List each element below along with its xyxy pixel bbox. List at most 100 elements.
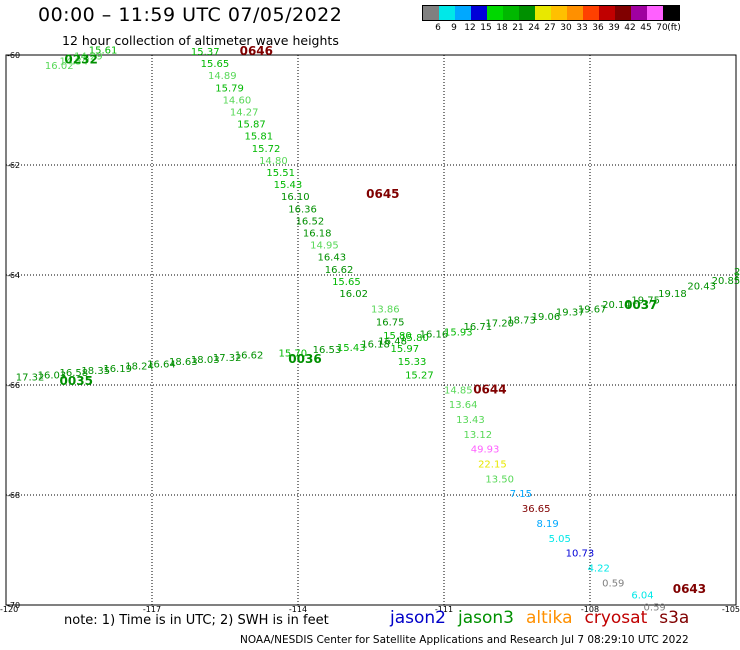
lon-tick-label: -114 (289, 605, 307, 614)
legend-bin-label: 15 (480, 23, 492, 33)
swh-value: 13.43 (456, 415, 485, 426)
swh-value: 15.43 (274, 180, 303, 191)
swh-value: 14.34 (60, 56, 89, 67)
swh-value: 15.61 (89, 45, 118, 56)
satellite-legend: jason2 jason3 altika cryosat s3a (390, 608, 701, 628)
swh-value: 14.95 (310, 241, 339, 252)
swh-value: 16.48 (378, 336, 407, 347)
swh-value: 20.14 (602, 300, 631, 311)
legend-swatch (535, 6, 551, 20)
legend-bin-label: 36 (592, 23, 604, 33)
swh-value: 0.59 (602, 578, 624, 589)
lon-tick-label: -105 (722, 605, 740, 614)
swh-value: 15.80 (383, 331, 412, 342)
swh-value: 19.75 (631, 296, 660, 307)
legend-swatch (615, 6, 631, 20)
legend-swatch (455, 6, 471, 20)
satellite-cryosat: cryosat (584, 608, 648, 628)
legend-bin-label: 21 (512, 23, 524, 33)
swh-value: 15.72 (252, 144, 281, 155)
swh-value: 15.43 (337, 343, 366, 354)
swh-value: 15.80 (400, 333, 429, 344)
legend-swatch (647, 6, 663, 20)
swh-value: 14.60 (223, 95, 252, 106)
lat-tick-label: -64 (7, 271, 20, 280)
swh-value: 15.79 (215, 83, 244, 94)
legend-swatch (519, 6, 535, 20)
legend-bin-label: 42 (624, 23, 636, 33)
swh-value: 13.64 (449, 400, 478, 411)
pass-time-label: 0232 (64, 52, 97, 66)
swh-value: 16.62 (235, 351, 264, 362)
satellite-jason3: jason3 (458, 608, 514, 628)
swh-value: 22.15 (478, 460, 507, 471)
swh-value: 18.24 (125, 362, 154, 373)
legend-swatch (551, 6, 567, 20)
swh-value: 14.80 (259, 156, 288, 167)
swh-value: 16.36 (288, 204, 317, 215)
swh-value: 16.18 (361, 340, 390, 351)
swh-value: 18.35 (81, 366, 110, 377)
swh-value: 15.65 (332, 277, 361, 288)
track-t6: 17.3216.0316.5818.3516.1918.2416.6418.63… (16, 351, 264, 388)
swh-value: 15.81 (244, 132, 273, 143)
swh-value: 16.43 (317, 253, 346, 264)
swh-value: 7.15 (510, 489, 532, 500)
swh-value: 16.19 (103, 364, 132, 375)
swh-value: 17.32 (16, 373, 45, 384)
swh-value: 18.03 (191, 355, 220, 366)
swh-value: 16.52 (296, 216, 325, 227)
lat-tick-label: -62 (7, 161, 20, 170)
legend-swatch (599, 6, 615, 20)
pass-time-label: 0644 (473, 382, 506, 396)
swh-value: 19.06 (532, 312, 561, 323)
lon-tick-label: -108 (581, 605, 599, 614)
swh-value: 10.73 (566, 549, 595, 560)
swh-value: 20.55 (734, 271, 740, 282)
swh-value: 15.27 (405, 370, 434, 381)
swh-value: 15.33 (398, 357, 427, 368)
color-legend: 6 9 12 15 18 21 24 27 30 33 36 39 42 45 70 (ft) (422, 5, 681, 35)
lat-tick-label: -66 (7, 381, 20, 390)
track-t4: 14.85 13.64 13.43 13.12 49.93 22.15 13.50 7.15 3… (444, 382, 624, 589)
satellite-jason2: jason2 (390, 608, 446, 628)
swh-value: 13.12 (463, 430, 492, 441)
swh-value: 13.86 (371, 304, 400, 315)
pass-time-label: 0036 (288, 352, 321, 366)
lat-tick-label: -68 (7, 491, 20, 500)
swh-value: 16.03 (38, 370, 67, 381)
legend-bin-label: 27 (544, 23, 556, 33)
swh-value: 8.19 (536, 519, 558, 530)
legend-bin-label: 39 (608, 23, 620, 33)
legend-bin-label: 24 (528, 23, 540, 33)
legend-bin-label: 18 (496, 23, 508, 33)
pass-time-label: 0646 (240, 44, 273, 58)
track-t5: 6.04 0.59 0643 (631, 582, 706, 614)
swh-value: 19.67 (578, 304, 607, 315)
swh-value: 15.93 (444, 328, 473, 339)
swh-value: 15.37 (191, 47, 220, 58)
lon-tick-label: -117 (143, 605, 161, 614)
page-title: 00:00 – 11:59 UTC 07/05/2022 (38, 4, 343, 26)
swh-value: 0.59 (644, 603, 666, 614)
legend-bin-label: 45 (640, 23, 652, 33)
legend-swatch (471, 6, 487, 20)
swh-value: 16.62 (325, 265, 354, 276)
legend-bin-label: 6 (435, 23, 441, 33)
map-frame (5, 54, 737, 606)
swh-value: 18.73 (507, 315, 536, 326)
swh-value: 17.20 (485, 319, 514, 330)
lon-tick-label: -120 (0, 605, 18, 614)
swh-value: 16.64 (147, 359, 176, 370)
legend-swatch (423, 6, 439, 20)
swh-value: 49.93 (471, 445, 500, 456)
swh-value: 15.65 (201, 59, 230, 70)
legend-swatch (663, 6, 679, 20)
legend-swatch (439, 6, 455, 20)
swh-value: 16.18 (303, 229, 332, 240)
pass-time-label: 0037 (624, 298, 657, 312)
swh-value: 19.37 (556, 308, 585, 319)
